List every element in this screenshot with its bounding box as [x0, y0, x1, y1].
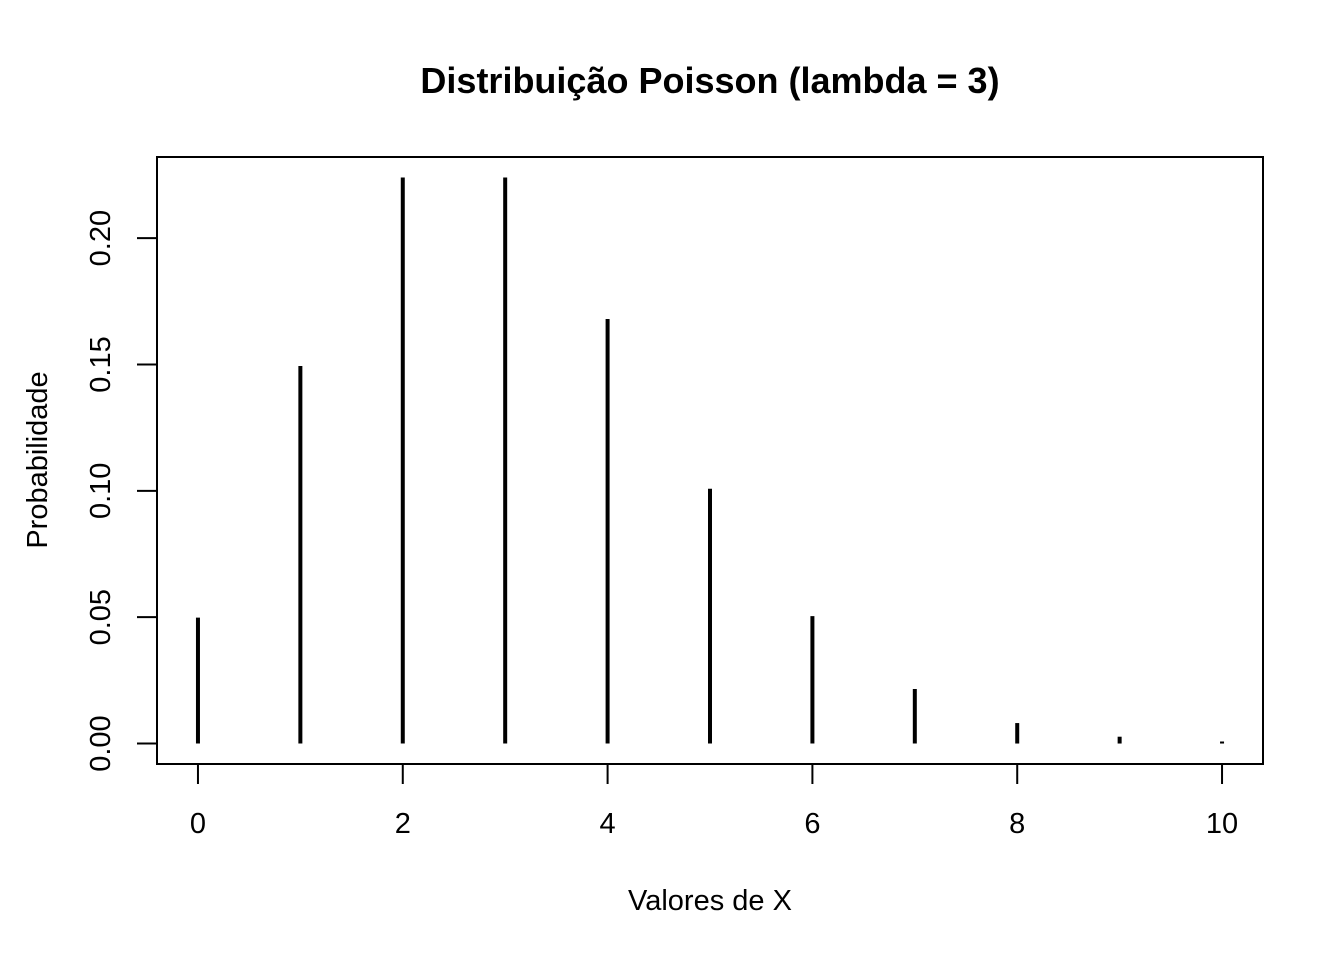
y-tick-label-0.15: 0.15 — [85, 336, 117, 392]
x-tick-label-10: 10 — [1206, 808, 1238, 840]
y-axis: 0.00 0.05 0.10 0.15 0.20 — [85, 210, 158, 772]
y-tick-label-0.00: 0.00 — [85, 715, 117, 771]
y-tick-label-0.20: 0.20 — [85, 210, 117, 266]
x-tick-label-4: 4 — [600, 808, 616, 840]
data-bars — [195, 177, 1225, 744]
x-tick-label-2: 2 — [395, 808, 411, 840]
x-axis-label: Valores de X — [628, 885, 792, 917]
y-tick-label-0.05: 0.05 — [85, 589, 117, 645]
x-tick-label-0: 0 — [190, 808, 206, 840]
x-axis: 0 2 4 6 8 10 — [190, 763, 1238, 840]
chart-title: Distribuição Poisson (lambda = 3) — [420, 60, 999, 101]
x-tick-label-8: 8 — [1009, 808, 1025, 840]
x-tick-label-6: 6 — [804, 808, 820, 840]
y-axis-label: Probabilidade — [22, 371, 54, 548]
y-tick-label-0.10: 0.10 — [85, 463, 117, 519]
